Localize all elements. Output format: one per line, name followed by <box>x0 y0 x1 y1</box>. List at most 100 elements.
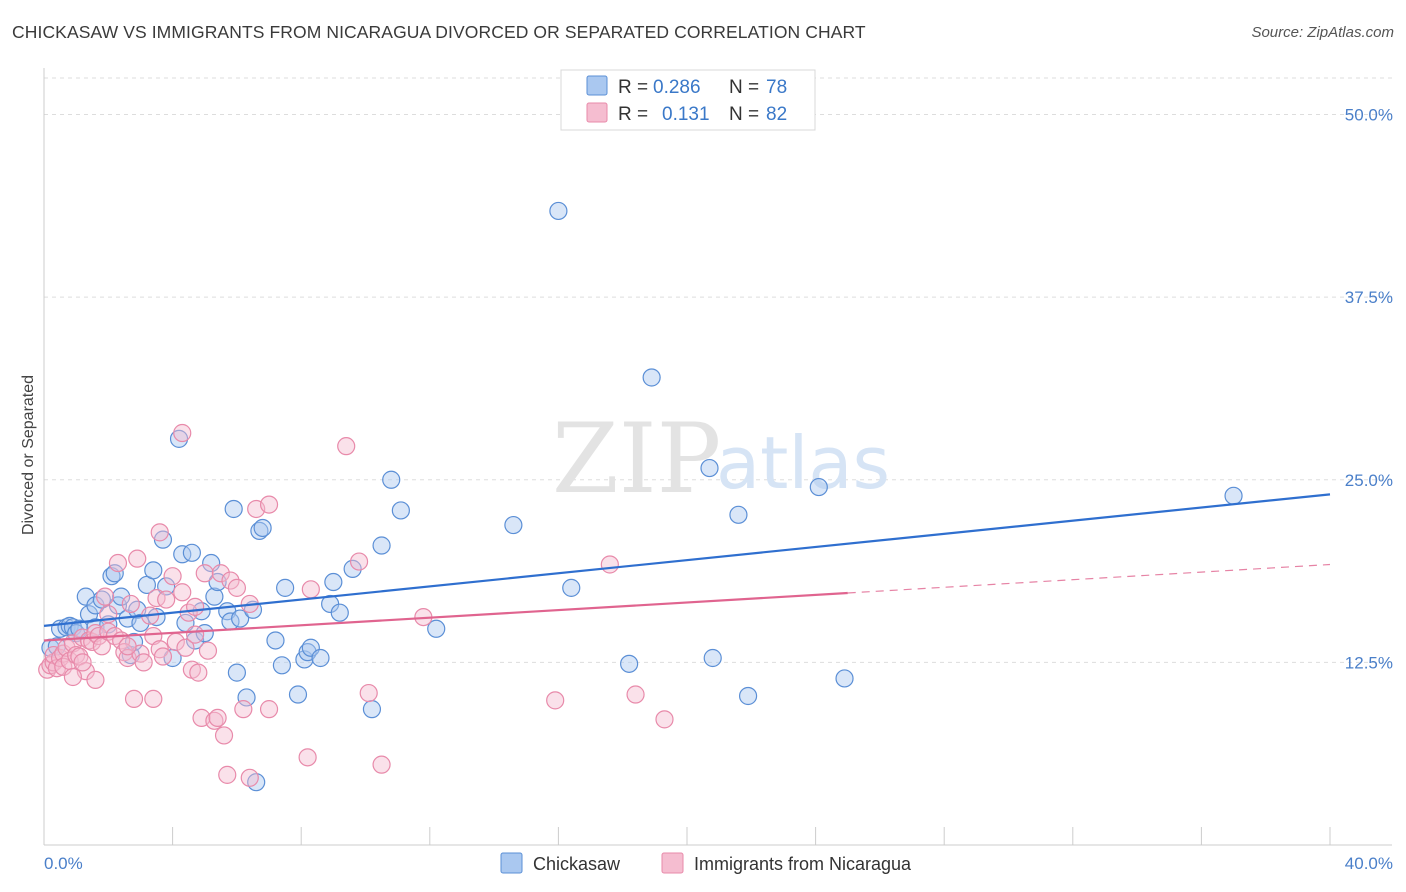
chickasaw-point-15 <box>105 564 124 583</box>
nicaragua-point-28 <box>124 689 144 709</box>
nicaragua-point-71 <box>108 553 128 573</box>
grid-lines <box>44 77 1392 663</box>
y-tick-label-3: 50.0% <box>1345 106 1393 125</box>
nicaragua-point-36 <box>153 647 173 666</box>
chickasaw-point-66 <box>562 578 581 597</box>
source-label: Source: ZipAtlas.com <box>1251 24 1394 41</box>
nicaragua-point-53 <box>221 571 240 590</box>
x-tick-label-min: 0.0% <box>44 854 83 873</box>
nicaragua-point-78 <box>144 689 163 709</box>
legend-n-value-1: 78 <box>766 77 787 98</box>
chickasaw-point-58 <box>343 559 362 578</box>
chickasaw-point-41 <box>227 663 246 682</box>
nicaragua-point-25 <box>115 643 134 662</box>
nicaragua-point-61 <box>349 552 369 571</box>
nicaragua-point-75 <box>218 765 237 784</box>
legend-swatch-nicaragua <box>586 102 608 123</box>
chickasaw-point-72 <box>738 686 758 706</box>
nicaragua-point-54 <box>227 578 246 597</box>
nicaragua-point-34 <box>147 588 166 608</box>
chickasaw-point-74 <box>835 669 854 688</box>
chickasaw-point-22 <box>131 613 150 633</box>
nicaragua-point-76 <box>86 670 105 690</box>
y-tick-label-0: 12.5% <box>1345 653 1393 672</box>
y-tick-label-2: 37.5% <box>1345 288 1393 307</box>
nicaragua-point-20 <box>95 587 115 606</box>
watermark-zip: ZIP <box>552 403 721 515</box>
chickasaw-point-65 <box>549 201 568 221</box>
legend-r-value-1: 0.286 <box>653 77 701 98</box>
nicaragua-point-48 <box>198 641 218 660</box>
nicaragua-point-70 <box>150 523 169 542</box>
y-axis-label: Divorced or Separated <box>20 375 37 535</box>
chickasaw-point-71 <box>729 505 748 524</box>
nicaragua-point-79 <box>118 637 137 656</box>
chickasaw-point-49 <box>276 578 295 597</box>
legend-box: R = 0.286 N = 78 R = 0.131 N = 82 <box>560 69 816 131</box>
nicaragua-point-44 <box>186 597 205 616</box>
legend-swatch-chickasaw <box>586 75 608 96</box>
chickasaw-point-32 <box>182 543 201 562</box>
chickasaw-point-73 <box>809 477 828 497</box>
chickasaw-point-75 <box>1224 486 1243 505</box>
chickasaw-point-67 <box>620 654 639 673</box>
chickasaw-point-43 <box>237 688 256 707</box>
nicaragua-point-47 <box>195 564 214 583</box>
nicaragua-point-37 <box>157 590 176 609</box>
nicaragua-point-50 <box>208 708 227 727</box>
chickasaw-point-60 <box>372 536 391 555</box>
chart-title: CHICKASAW VS IMMIGRANTS FROM NICARAGUA D… <box>12 22 866 42</box>
trend-line-1-dashed <box>847 563 1331 594</box>
chickasaw-point-70 <box>703 648 722 668</box>
nicaragua-point-81 <box>186 625 205 644</box>
y-tick-label-1: 25.0% <box>1345 471 1393 490</box>
chickasaw-point-63 <box>427 619 446 638</box>
chickasaw-point-42 <box>231 609 250 628</box>
nicaragua-point-51 <box>211 564 230 583</box>
series-nicaragua-points <box>38 423 674 787</box>
nicaragua-point-80 <box>73 653 92 672</box>
nicaragua-point-59 <box>301 580 320 599</box>
bottom-legend-swatch-chickasaw <box>500 852 523 874</box>
nicaragua-point-38 <box>163 567 182 586</box>
chickasaw-point-47 <box>266 631 285 650</box>
nicaragua-point-62 <box>359 683 378 703</box>
nicaragua-point-27 <box>121 594 140 614</box>
chickasaw-point-54 <box>311 648 330 668</box>
legend-n-label-1: N = <box>729 77 759 98</box>
nicaragua-point-49 <box>205 711 224 730</box>
nicaragua-point-65 <box>546 691 565 710</box>
chickasaw-point-77 <box>224 499 243 519</box>
nicaragua-point-55 <box>234 700 253 719</box>
chickasaw-point-64 <box>504 515 523 535</box>
legend-r-label-1: R = <box>618 77 648 98</box>
nicaragua-point-40 <box>173 583 192 602</box>
nicaragua-point-73 <box>298 748 317 767</box>
chickasaw-point-27 <box>157 577 176 596</box>
nicaragua-point-77 <box>63 667 83 687</box>
bottom-legend-nicaragua: Immigrants from Nicaragua <box>694 854 912 874</box>
nicaragua-point-68 <box>655 710 674 729</box>
chickasaw-point-17 <box>112 587 131 606</box>
chickasaw-point-30 <box>173 545 192 564</box>
watermark-atlas: atlas <box>716 421 890 505</box>
x-tick-labels: 0.0% 40.0% <box>44 854 1393 873</box>
nicaragua-point-52 <box>214 726 234 745</box>
chickasaw-point-61 <box>382 470 401 489</box>
legend-r-label-2: R = <box>618 104 648 125</box>
trend-lines <box>43 493 1331 642</box>
nicaragua-point-66 <box>600 555 619 574</box>
nicaragua-point-58 <box>259 495 279 514</box>
chickasaw-point-29 <box>169 429 189 448</box>
x-tick-label-max: 40.0% <box>1345 854 1393 873</box>
y-tick-labels: 12.5% 25.0% 37.5% 50.0% <box>1345 106 1393 673</box>
chickasaw-point-59 <box>362 700 382 719</box>
legend-r-value-2: 0.131 <box>662 104 710 125</box>
nicaragua-point-45 <box>189 663 208 682</box>
chickasaw-point-50 <box>288 685 308 704</box>
chickasaw-point-46 <box>253 518 272 538</box>
chickasaw-point-48 <box>272 656 292 675</box>
bottom-legend-chickasaw: Chickasaw <box>533 854 621 874</box>
nicaragua-point-31 <box>134 653 153 672</box>
